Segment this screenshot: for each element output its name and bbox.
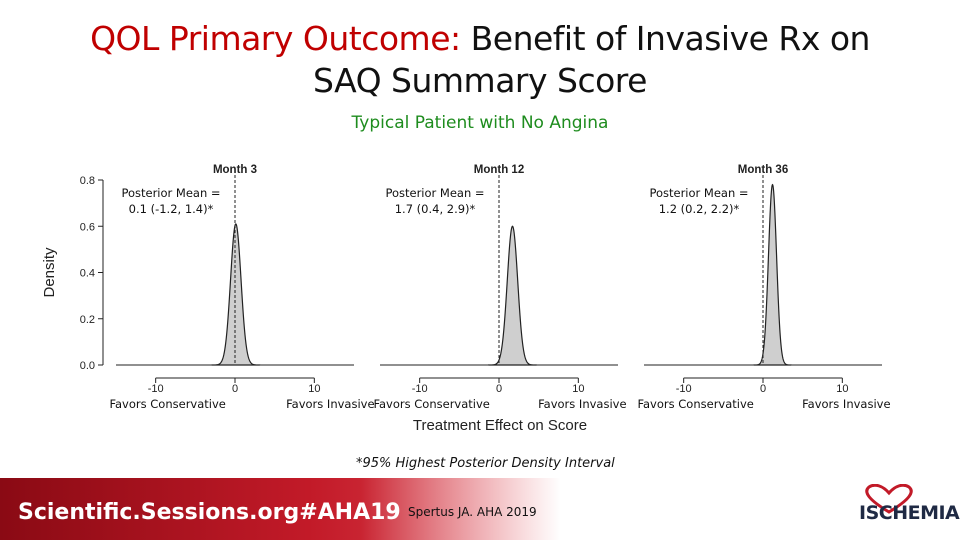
posterior-mean-label: Posterior Mean = (385, 186, 484, 200)
posterior-mean-value: 0.1 (-1.2, 1.4)* (129, 202, 214, 216)
posterior-mean-value: 1.7 (0.4, 2.9)* (395, 202, 476, 216)
favors-invasive-label: Favors Invasive (802, 397, 890, 411)
density-curve (753, 183, 792, 366)
heart-icon (865, 484, 913, 514)
x-tick-label: 10 (572, 383, 584, 395)
footer-site-link[interactable]: Scientific.Sessions.org#AHA19 (18, 500, 401, 525)
x-tick-label: 0 (760, 383, 766, 395)
title-line-2: SAQ Summary Score (313, 61, 647, 100)
footer-citation: Spertus JA. AHA 2019 (408, 505, 537, 519)
x-tick-label: 0 (496, 383, 502, 395)
y-tick-label: 0.0 (80, 360, 95, 372)
x-tick-label: 10 (308, 383, 320, 395)
x-axis-label: Treatment Effect on Score (413, 417, 587, 434)
y-tick-label: 0.2 (80, 314, 95, 326)
annotation-background (115, 183, 227, 217)
posterior-mean-label: Posterior Mean = (649, 186, 748, 200)
annotation-background (379, 183, 491, 217)
x-tick-label: -10 (412, 383, 428, 395)
y-tick-label: 0.4 (80, 268, 95, 280)
density-curve (487, 225, 537, 366)
favors-conservative-label: Favors Conservative (373, 397, 489, 411)
y-tick-label: 0.8 (80, 175, 95, 187)
panel-title: Month 3 (213, 164, 257, 176)
x-tick-label: -10 (676, 383, 692, 395)
favors-invasive-label: Favors Invasive (538, 397, 626, 411)
x-tick-label: 10 (836, 383, 848, 395)
title-highlight: QOL Primary Outcome: (90, 19, 461, 58)
panel-title: Month 36 (738, 164, 788, 176)
annotation-background (643, 183, 755, 217)
density-curve (211, 223, 261, 366)
posterior-mean-value: 1.2 (0.2, 2.2)* (659, 202, 740, 216)
y-tick-label: 0.6 (80, 221, 95, 233)
favors-conservative-label: Favors Conservative (109, 397, 225, 411)
ischemia-logo: ISCHEMIA (855, 484, 960, 536)
footer-banner (0, 478, 561, 540)
logo-text: ISCHEMIA (859, 502, 960, 524)
slide-title: QOL Primary Outcome: Benefit of Invasive… (0, 18, 960, 102)
favors-conservative-label: Favors Conservative (637, 397, 753, 411)
panel-title: Month 12 (474, 164, 524, 176)
footnote: *95% Highest Posterior Density Interval (356, 456, 615, 471)
slide-subtitle: Typical Patient with No Angina (351, 113, 609, 133)
x-tick-label: -10 (148, 383, 164, 395)
y-axis-label: Density (41, 247, 58, 298)
density-chart: 0.0 0.2 0.4 0.6 0.8 Density Month 3 -10 0 10 Poste… (41, 164, 891, 434)
title-rest: Benefit of Invasive Rx on (460, 19, 871, 58)
posterior-mean-label: Posterior Mean = (121, 186, 220, 200)
favors-invasive-label: Favors Invasive (286, 397, 374, 411)
x-tick-label: 0 (232, 383, 238, 395)
